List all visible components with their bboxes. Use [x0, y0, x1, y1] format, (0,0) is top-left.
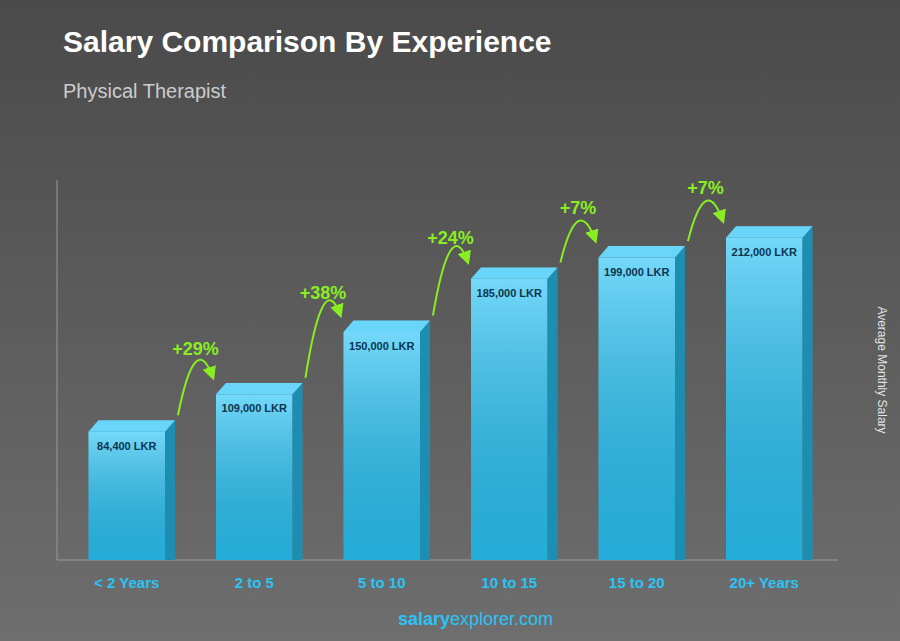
- bar-group: [216, 383, 302, 560]
- data-label: 150,000 LKR: [349, 340, 414, 352]
- data-label: 199,000 LKR: [604, 266, 669, 278]
- bar-shine-overlay: [599, 258, 676, 560]
- bar-shine-overlay: [726, 238, 803, 560]
- change-label: +7%: [560, 198, 597, 218]
- subtitle: Physical Therapist: [63, 80, 226, 102]
- change-arrow: [305, 300, 340, 378]
- bar-group: [726, 226, 812, 560]
- bar-side: [420, 321, 430, 560]
- chart-svg: Salary Comparison By Experience Physical …: [0, 0, 900, 641]
- bar: [344, 332, 421, 560]
- bar-side-shade: [293, 383, 303, 560]
- footer: salary: [398, 609, 450, 629]
- bar-shine-overlay: [216, 394, 293, 560]
- bar-side-shade: [675, 246, 685, 560]
- x-tick-label: 5 to 10: [358, 574, 406, 591]
- bar-side-shade: [420, 321, 430, 560]
- chart-container: Salary Comparison By Experience Physical …: [0, 0, 900, 641]
- bar-top-light: [599, 246, 685, 257]
- bar-side: [803, 226, 813, 560]
- bar-top-light: [726, 226, 812, 237]
- bar-group: [471, 267, 557, 560]
- bar-side-shade: [548, 267, 558, 560]
- bar-top-light: [216, 383, 302, 394]
- bar-top-light: [89, 420, 175, 431]
- change-arrow: [178, 360, 213, 416]
- bar-side: [293, 383, 303, 560]
- x-tick-label: 2 to 5: [235, 574, 274, 591]
- bar: [599, 258, 676, 560]
- bar-side: [165, 420, 175, 560]
- change-label: +7%: [687, 178, 724, 198]
- bar-shine-overlay: [344, 332, 421, 560]
- background: [0, 0, 900, 641]
- data-label: 84,400 LKR: [97, 440, 156, 452]
- y-axis-line: [57, 180, 58, 560]
- x-tick-label: 15 to 20: [609, 574, 665, 591]
- bar-top: [599, 246, 685, 257]
- bar-group: [89, 420, 175, 560]
- bar: [471, 279, 548, 560]
- change-arrow: [560, 221, 595, 263]
- bar: [89, 432, 166, 560]
- bar-top-light: [471, 267, 557, 278]
- bar-top: [344, 321, 430, 332]
- change-arrow: [433, 246, 468, 316]
- x-tick-label: 20+ Years: [730, 574, 799, 591]
- change-label: +38%: [300, 283, 347, 303]
- bar: [216, 394, 293, 560]
- data-label: 185,000 LKR: [477, 287, 542, 299]
- bar-top: [726, 226, 812, 237]
- bar-top: [216, 383, 302, 394]
- bar-shine-overlay: [89, 432, 166, 560]
- bar-side-shade: [165, 420, 175, 560]
- change-label: +29%: [172, 339, 219, 359]
- data-label: 212,000 LKR: [732, 246, 797, 258]
- bar-side-shade: [803, 226, 813, 560]
- bar-top: [471, 267, 557, 278]
- bar-group: [344, 321, 430, 560]
- x-tick-label: 10 to 15: [481, 574, 537, 591]
- bar-group: [599, 246, 685, 560]
- bar-top: [89, 420, 175, 431]
- bar: [726, 238, 803, 560]
- bar-side: [548, 267, 558, 560]
- y-axis-label: Average Monthly Salary: [875, 306, 889, 433]
- bar-side: [675, 246, 685, 560]
- x-tick-label: < 2 Years: [94, 574, 159, 591]
- title: Salary Comparison By Experience: [63, 25, 552, 58]
- change-label: +24%: [427, 228, 474, 248]
- bars: [89, 226, 813, 560]
- footer: explorer.com: [450, 609, 553, 629]
- change-arrow: [688, 200, 723, 241]
- bar-shine-overlay: [471, 279, 548, 560]
- data-label: 109,000 LKR: [222, 402, 287, 414]
- bar-top-light: [344, 321, 430, 332]
